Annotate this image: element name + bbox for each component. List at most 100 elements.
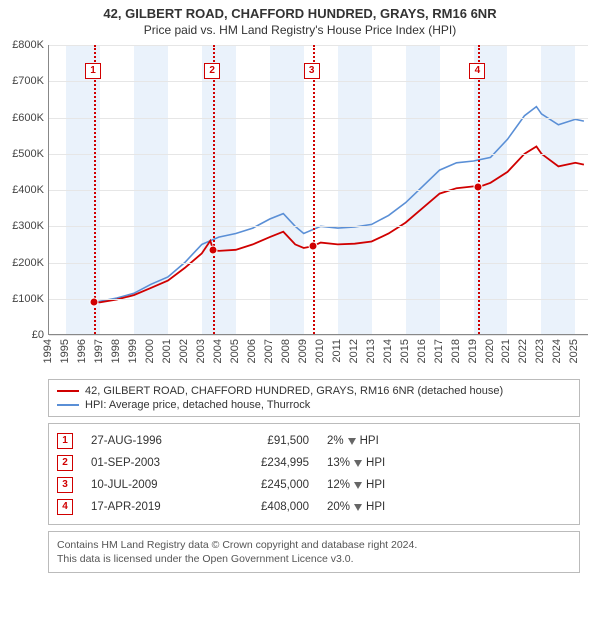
y-axis-label: £300K: [0, 220, 44, 232]
event-diff: 2% HPI: [327, 435, 379, 447]
legend-box: 42, GILBERT ROAD, CHAFFORD HUNDRED, GRAY…: [48, 379, 580, 417]
legend-item: 42, GILBERT ROAD, CHAFFORD HUNDRED, GRAY…: [57, 384, 571, 398]
event-diff-pct: 20%: [327, 501, 350, 513]
x-axis-label: 2012: [348, 339, 360, 363]
event-marker-line: [94, 45, 96, 334]
event-marker-line: [313, 45, 315, 334]
event-diff-label: HPI: [366, 479, 385, 491]
y-axis-label: £600K: [0, 112, 44, 124]
y-axis-label: £700K: [0, 75, 44, 87]
x-axis-label: 1995: [59, 339, 71, 363]
x-axis-label: 2015: [399, 339, 411, 363]
event-marker-dot: [90, 297, 99, 306]
x-axis-label: 2022: [517, 339, 529, 363]
gridline: [49, 299, 588, 300]
x-axis-label: 2005: [229, 339, 241, 363]
x-axis-label: 2007: [263, 339, 275, 363]
event-index-badge: 1: [57, 433, 73, 449]
x-axis-label: 2019: [467, 339, 479, 363]
x-axis-label: 2016: [416, 339, 428, 363]
legend-label: HPI: Average price, detached house, Thur…: [85, 399, 310, 411]
x-axis-label: 1998: [110, 339, 122, 363]
event-row: 127-AUG-1996£91,5002%HPI: [57, 430, 571, 452]
x-axis-label: 1996: [76, 339, 88, 363]
event-diff-pct: 12%: [327, 479, 350, 491]
event-row: 2 01-SEP-2003 £234,995 13% HPI: [57, 452, 571, 474]
gridline: [49, 45, 588, 46]
x-axis-label: 2024: [551, 339, 563, 363]
y-axis-label: £0: [0, 329, 44, 341]
x-axis-label: 2020: [484, 339, 496, 363]
event-marker-badge: 4: [469, 63, 485, 79]
gridline: [49, 190, 588, 191]
footer-line-1: Contains HM Land Registry data © Crown c…: [57, 538, 571, 552]
gridline: [49, 154, 588, 155]
title-line-1: 42, GILBERT ROAD, CHAFFORD HUNDRED, GRAY…: [0, 6, 600, 21]
legend-item: HPI: Average price, detached house, Thur…: [57, 398, 571, 412]
x-axis-label: 2021: [500, 339, 512, 363]
x-axis-label: 1997: [93, 339, 105, 363]
gridline: [49, 81, 588, 82]
y-axis-label: £500K: [0, 148, 44, 160]
event-price: £408,000: [219, 501, 309, 513]
x-axis-label: 2023: [534, 339, 546, 363]
y-axis-label: £800K: [0, 39, 44, 51]
x-axis-label: 2006: [246, 339, 258, 363]
event-marker-badge: 1: [85, 63, 101, 79]
x-axis-label: 1994: [42, 339, 54, 363]
y-axis-label: £400K: [0, 184, 44, 196]
x-axis-label: 2011: [331, 339, 343, 363]
chart-area: £0 £100K £200K £300K £400K £500K £600K £700K £80…: [0, 37, 600, 377]
event-price: £91,500: [219, 435, 309, 447]
event-date: 01-SEP-2003: [91, 457, 201, 469]
event-diff-label: HPI: [366, 501, 385, 513]
x-axis-label: 2000: [144, 339, 156, 363]
event-diff-label: HPI: [360, 435, 379, 447]
gridline: [49, 118, 588, 119]
event-date: 10-JUL-2009: [91, 479, 201, 491]
footer-line-2: This data is licensed under the Open Gov…: [57, 552, 571, 566]
event-index-badge: 3: [57, 477, 73, 493]
event-marker-badge: 3: [304, 63, 320, 79]
series-hpi: [94, 107, 584, 302]
arrow-down-icon: [354, 460, 362, 467]
event-date: 17-APR-2019: [91, 501, 201, 513]
event-marker-dot: [308, 242, 317, 251]
gridline: [49, 335, 588, 336]
x-axis-label: 2018: [450, 339, 462, 363]
gridline: [49, 226, 588, 227]
x-axis-label: 2003: [195, 339, 207, 363]
x-axis-label: 2008: [280, 339, 292, 363]
x-axis-label: 2002: [178, 339, 190, 363]
event-index-badge: 2: [57, 455, 73, 471]
y-axis-label: £200K: [0, 257, 44, 269]
event-marker-line: [213, 45, 215, 334]
x-axis-label: 2013: [365, 339, 377, 363]
chart-titles: 42, GILBERT ROAD, CHAFFORD HUNDRED, GRAY…: [0, 0, 600, 37]
event-diff-pct: 2%: [327, 435, 344, 447]
event-diff: 12% HPI: [327, 479, 385, 491]
x-axis-label: 2004: [212, 339, 224, 363]
event-diff-label: HPI: [366, 457, 385, 469]
x-axis-label: 2001: [161, 339, 173, 363]
y-axis-label: £100K: [0, 293, 44, 305]
footer-attribution: Contains HM Land Registry data © Crown c…: [48, 531, 580, 573]
legend-label: 42, GILBERT ROAD, CHAFFORD HUNDRED, GRAY…: [85, 385, 503, 397]
arrow-down-icon: [348, 438, 356, 445]
event-diff-pct: 13%: [327, 457, 350, 469]
events-table: 127-AUG-1996£91,5002%HPI201-SEP-2003£234…: [48, 423, 580, 525]
event-marker-dot: [209, 245, 218, 254]
event-price: £234,995: [219, 457, 309, 469]
x-axis-label: 1999: [127, 339, 139, 363]
arrow-down-icon: [354, 482, 362, 489]
event-diff: 13% HPI: [327, 457, 385, 469]
event-diff: 20% HPI: [327, 501, 385, 513]
event-index-badge: 4: [57, 499, 73, 515]
x-axis-label: 2025: [568, 339, 580, 363]
gridline: [49, 263, 588, 264]
event-price: £245,000: [219, 479, 309, 491]
event-marker-badge: 2: [204, 63, 220, 79]
x-axis-label: 2017: [433, 339, 445, 363]
title-line-2: Price paid vs. HM Land Registry's House …: [0, 23, 600, 37]
legend-swatch: [57, 390, 79, 392]
